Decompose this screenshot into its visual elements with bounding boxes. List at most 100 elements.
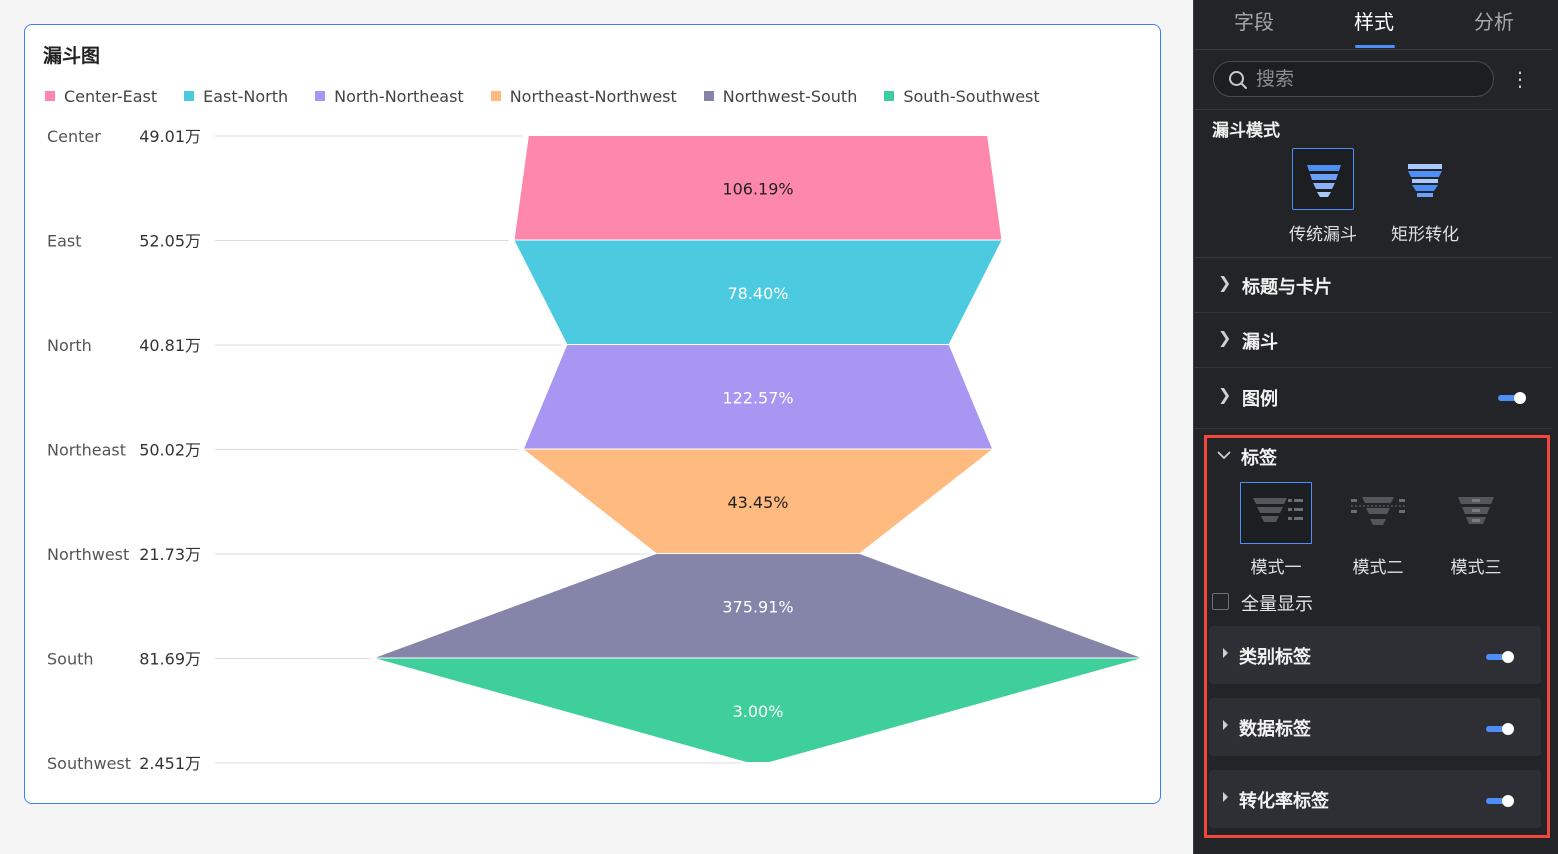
data-label-title: 数据标签 — [1239, 719, 1311, 740]
rectangle-conversion-icon — [1408, 164, 1442, 197]
tab-analysis[interactable]: 分析 — [1474, 10, 1514, 34]
conversion-rate-label: 43.45% — [727, 493, 788, 512]
toggle-knob — [1502, 723, 1514, 735]
search-box[interactable] — [1213, 61, 1494, 97]
category-label-row[interactable]: 类别标签 — [1209, 626, 1541, 684]
stage-value-label: 40.81万 — [139, 336, 201, 355]
caret-right-icon — [1223, 792, 1228, 802]
legend-item[interactable]: Northwest-South — [703, 86, 858, 106]
legend-toggle[interactable] — [1498, 392, 1526, 404]
conversion-rate-label: 122.57% — [722, 388, 793, 407]
traditional-funnel-label[interactable]: 传统漏斗 — [1289, 225, 1357, 245]
legend-label: North-Northeast — [334, 86, 464, 106]
stage-name-label: Northwest — [47, 545, 129, 564]
panel-tabs: 字段 样式 分析 — [1194, 0, 1552, 50]
label-mode-two-button[interactable] — [1342, 482, 1414, 544]
legend-swatch — [184, 91, 195, 101]
divider — [1194, 367, 1552, 368]
legend-label: Northwest-South — [722, 86, 858, 106]
chevron-right-icon: ❯ — [1218, 273, 1232, 292]
legend-item[interactable]: South-Southwest — [884, 86, 1040, 106]
more-options-icon[interactable]: ⋮ — [1510, 67, 1530, 91]
label-mode-two-label[interactable]: 模式二 — [1352, 558, 1404, 578]
conversion-rate-label: 375.91% — [722, 597, 793, 616]
rectangle-conversion-button[interactable] — [1394, 148, 1456, 210]
stage-name-label: Southwest — [47, 754, 131, 773]
conversion-rate-label: 3.00% — [733, 702, 784, 721]
show-all-checkbox[interactable] — [1212, 593, 1229, 610]
legend-item[interactable]: North-Northeast — [315, 87, 464, 106]
legend-label: South-Southwest — [903, 86, 1040, 106]
toggle-knob — [1502, 795, 1514, 807]
show-all-label[interactable]: 全量显示 — [1241, 594, 1313, 615]
funnel-segment[interactable] — [376, 554, 1140, 658]
chevron-right-icon: ❯ — [1218, 328, 1232, 347]
data-label-row[interactable]: 数据标签 — [1209, 698, 1541, 756]
conversion-label-row[interactable]: 转化率标签 — [1209, 770, 1541, 828]
stage-value-label: 50.02万 — [139, 441, 201, 460]
divider — [1194, 428, 1552, 429]
label-mode-one-button[interactable] — [1240, 482, 1312, 544]
legend-swatch — [315, 91, 326, 101]
stage-name-label: Northeast — [47, 441, 126, 460]
divider — [1194, 257, 1552, 258]
chart-legend: Center-East East-North North-Northeast N… — [45, 85, 1067, 107]
caret-right-icon — [1223, 720, 1228, 730]
funnel-segment[interactable] — [376, 658, 1140, 763]
rectangle-conversion-label[interactable]: 矩形转化 — [1391, 225, 1459, 245]
accordion-label: 漏斗 — [1242, 332, 1278, 353]
chart-card: Center 49.01万 East 52.05万 North 40.81万 Northea… — [24, 24, 1161, 804]
accordion-label-section[interactable]: 标签 — [1193, 430, 1551, 482]
conversion-label-toggle[interactable] — [1486, 795, 1514, 807]
tab-fields[interactable]: 字段 — [1234, 10, 1274, 34]
label-mode-three-button[interactable] — [1440, 482, 1512, 544]
label-mode-three-icon — [1458, 497, 1494, 524]
accordion-label: 标题与卡片 — [1242, 277, 1332, 298]
search-input[interactable] — [1256, 66, 1476, 92]
data-label-toggle[interactable] — [1486, 723, 1514, 735]
legend-item[interactable]: Center-East — [45, 87, 157, 106]
funnel-segment[interactable] — [524, 449, 992, 554]
toggle-track — [1486, 726, 1512, 732]
toggle-knob — [1514, 392, 1526, 404]
divider — [1194, 109, 1552, 110]
traditional-funnel-icon — [1307, 165, 1341, 197]
funnel-mode-title: 漏斗模式 — [1212, 121, 1280, 141]
legend-swatch — [703, 91, 714, 101]
accordion-legend[interactable]: ❯ 图例 — [1194, 370, 1552, 422]
search-icon — [1229, 71, 1247, 89]
traditional-funnel-button[interactable] — [1292, 148, 1354, 210]
stage-value-label: 81.69万 — [139, 650, 201, 669]
tab-style[interactable]: 样式 — [1354, 10, 1394, 34]
stage-value-label: 52.05万 — [139, 232, 201, 251]
label-mode-three-label[interactable]: 模式三 — [1450, 558, 1502, 578]
label-mode-two-icon — [1351, 497, 1405, 525]
label-section-highlight — [1204, 435, 1550, 838]
legend-item[interactable]: Northeast-Northwest — [490, 86, 677, 106]
funnel-segment[interactable] — [514, 240, 1002, 345]
chevron-right-icon: ❯ — [1218, 385, 1232, 404]
divider — [1194, 312, 1552, 313]
stage-name-label: Center — [47, 127, 101, 146]
legend-label: Center-East — [64, 86, 158, 106]
active-tab-indicator — [1355, 45, 1395, 48]
chart-title: 漏斗图 — [43, 45, 101, 67]
funnel-segment[interactable] — [524, 345, 992, 449]
stage-value-label: 2.451万 — [139, 754, 201, 773]
stage-name-label: South — [47, 650, 94, 669]
toggle-track — [1486, 798, 1512, 804]
stage-name-label: East — [47, 232, 82, 251]
legend-swatch — [884, 91, 895, 101]
label-mode-one-label[interactable]: 模式一 — [1250, 558, 1302, 578]
accordion-title-card[interactable]: ❯ 标题与卡片 — [1194, 258, 1552, 310]
funnel-segment[interactable] — [514, 136, 1002, 240]
toggle-knob — [1502, 651, 1514, 663]
legend-label: East-North — [203, 86, 289, 106]
accordion-funnel[interactable]: ❯ 漏斗 — [1194, 313, 1552, 365]
legend-swatch — [45, 91, 55, 101]
stage-name-label: North — [47, 336, 92, 355]
category-label-toggle[interactable] — [1486, 651, 1514, 663]
funnel-chart: Center 49.01万 East 52.05万 North 40.81万 Northea… — [47, 127, 1140, 773]
legend-item[interactable]: East-North — [184, 87, 288, 106]
legend-label: Northeast-Northwest — [509, 86, 677, 106]
